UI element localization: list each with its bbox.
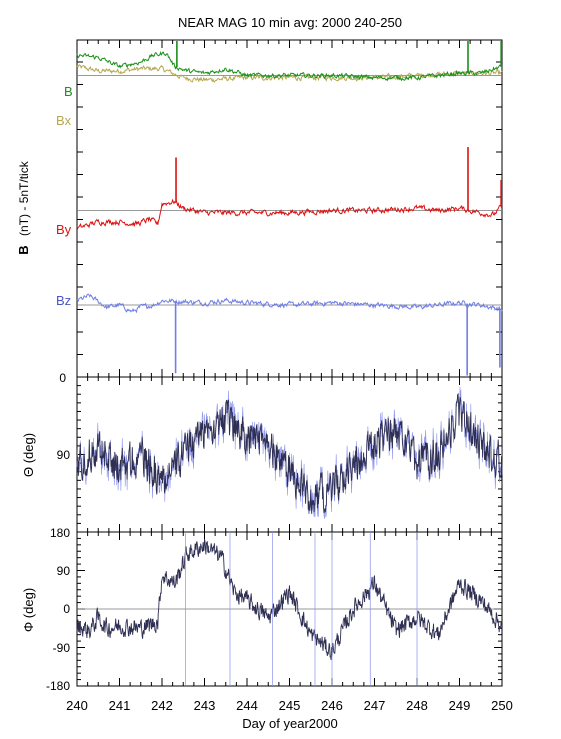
series-line-by (76, 198, 503, 230)
b-ylabel-bold: B (16, 245, 31, 254)
x-tick-label: 248 (406, 698, 428, 713)
b-ylabel-rest: (nT) - 5nT/tick (17, 160, 31, 236)
x-tick-label: 240 (66, 698, 88, 713)
axis-ticks (76, 40, 503, 687)
series-label-bx: Bx (56, 113, 72, 128)
x-tick-label: 241 (109, 698, 131, 713)
b-panel-ylabel: B (nT) - 5nT/tick (16, 160, 31, 254)
series-label-by: By (56, 222, 72, 237)
series-line-phi (76, 538, 503, 660)
x-tick-label: 247 (364, 698, 386, 713)
x-axis-label: Day of year2000 (242, 716, 337, 731)
x-tick-label: 250 (491, 698, 513, 713)
phi-ytick-0: 0 (63, 602, 70, 616)
chart-title: NEAR MAG 10 min avg: 2000 240-250 (178, 15, 402, 30)
phi-ylabel: Φ (deg) (21, 588, 36, 632)
series-line-bx (76, 64, 503, 83)
x-tick-label: 244 (236, 698, 258, 713)
theta-ylabel: Θ (deg) (21, 433, 36, 477)
panel-b-frame (76, 39, 503, 378)
series-line-bz (76, 293, 503, 314)
phi-ytick-neg180: -180 (46, 679, 70, 693)
x-tick-label: 242 (151, 698, 173, 713)
x-tick-label: 246 (321, 698, 343, 713)
svg-text:B (nT) - 5nT/tick: B (nT) - 5nT/tick (16, 160, 31, 254)
series-label-b: B (64, 84, 73, 99)
x-tick-labels: 240 241 242 243 244 245 246 247 248 249 … (66, 698, 513, 713)
x-tick-label: 245 (279, 698, 301, 713)
phi-ytick-180: 180 (50, 526, 70, 540)
theta-ytick-90: 90 (57, 448, 71, 462)
x-tick-label: 249 (449, 698, 471, 713)
phi-ytick-neg90: -90 (53, 641, 71, 655)
b-ytick-0: 0 (59, 371, 66, 385)
phi-ytick-90: 90 (57, 564, 71, 578)
x-tick-label: 243 (194, 698, 216, 713)
series-layer (76, 41, 503, 686)
series-line-theta (76, 392, 503, 514)
series-line-b (76, 51, 503, 82)
series-label-bz: Bz (56, 293, 71, 308)
